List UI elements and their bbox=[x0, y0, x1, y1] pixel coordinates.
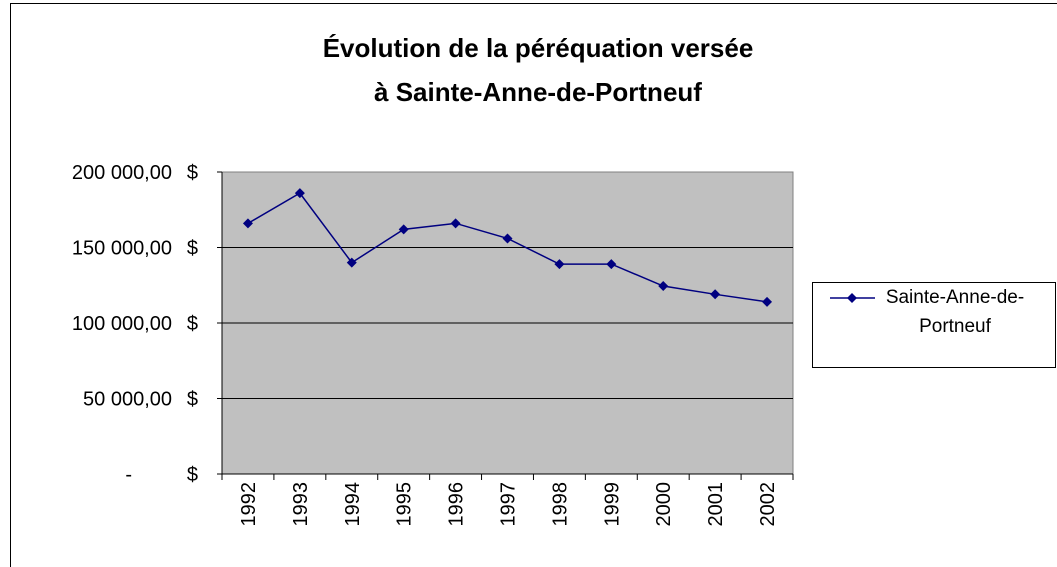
data-point bbox=[762, 296, 773, 307]
data-point bbox=[606, 259, 617, 270]
data-point bbox=[710, 289, 721, 300]
legend-marker bbox=[847, 293, 857, 303]
chart-title: Évolution de la péréquation versée bbox=[323, 33, 754, 63]
legend-entry: Sainte-Anne-de-Portneuf bbox=[885, 287, 1025, 337]
x-tick-label: 1999 bbox=[601, 482, 623, 527]
y-tick-label: - $ bbox=[125, 464, 198, 486]
data-point bbox=[658, 281, 669, 292]
x-tick-label: 2000 bbox=[653, 482, 675, 527]
data-point bbox=[242, 218, 253, 229]
data-point bbox=[502, 233, 513, 244]
x-tick-label: 2002 bbox=[757, 482, 779, 527]
legend-label: Sainte-Anne-de-Portneuf bbox=[885, 287, 1025, 337]
x-tick-label: 1993 bbox=[290, 482, 312, 527]
data-point bbox=[294, 188, 305, 199]
x-tick-label: 1996 bbox=[446, 482, 468, 527]
y-tick-label: 50 000,00 $ bbox=[83, 389, 198, 411]
x-tick-label: 1997 bbox=[498, 482, 520, 527]
chart-title: à Sainte-Anne-de-Portneuf bbox=[374, 77, 702, 107]
data-point bbox=[450, 218, 461, 229]
y-tick-label: 200 000,00 $ bbox=[72, 162, 198, 184]
x-tick-label: 2001 bbox=[705, 482, 727, 527]
y-tick-label: 150 000,00 $ bbox=[72, 238, 198, 260]
data-point bbox=[346, 257, 357, 268]
data-point bbox=[554, 259, 565, 270]
x-tick-label: 1998 bbox=[549, 482, 571, 527]
x-tick-label: 1995 bbox=[394, 482, 416, 527]
y-tick-label: 100 000,00 $ bbox=[72, 313, 198, 335]
x-tick-label: 1994 bbox=[342, 482, 364, 527]
data-point bbox=[398, 224, 409, 235]
x-tick-label: 1992 bbox=[238, 482, 260, 527]
